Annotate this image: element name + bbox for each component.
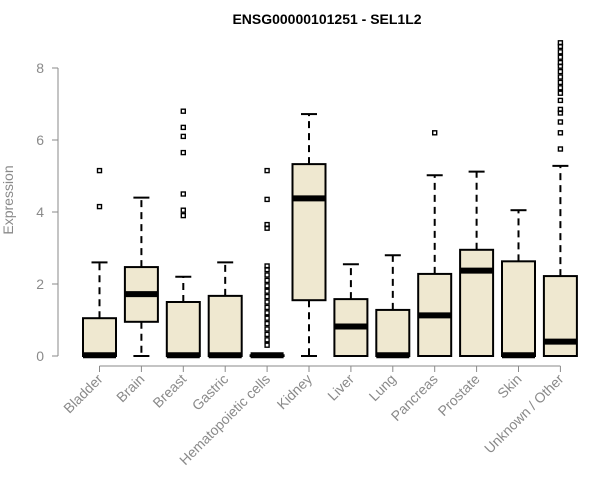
- y-tick-label: 8: [36, 60, 44, 76]
- y-axis-label: Expression: [0, 165, 16, 234]
- outlier-point: [96, 203, 103, 210]
- outlier-point: [557, 79, 564, 86]
- x-tick-label: Lung: [366, 371, 399, 404]
- x-tick-label: Prostate: [435, 371, 483, 419]
- box-prostate: [459, 170, 495, 357]
- y-tick-label: 2: [36, 276, 44, 292]
- outlier-point: [264, 320, 270, 327]
- chart-title: ENSG00000101251 - SEL1L2: [232, 11, 421, 27]
- box-body: [459, 248, 495, 357]
- box-body: [82, 317, 117, 358]
- box-lung: [375, 254, 411, 359]
- outlier-point: [264, 196, 270, 203]
- box-breast: [165, 108, 201, 359]
- box-body: [207, 294, 243, 358]
- outlier-point: [264, 315, 270, 321]
- outlier-point: [264, 263, 270, 269]
- outlier-point: [180, 124, 187, 131]
- outlier-point: [264, 272, 270, 278]
- x-tick-label: Unknown / Other: [481, 371, 567, 457]
- outlier-point: [264, 304, 270, 311]
- outlier-point: [264, 299, 270, 305]
- outlier-point: [557, 106, 564, 113]
- outlier-point: [264, 326, 270, 332]
- y-tick-label: 6: [36, 132, 44, 148]
- outlier-point: [264, 288, 270, 294]
- outlier-point: [264, 337, 270, 343]
- outlier-point: [432, 130, 438, 136]
- outlier-point: [557, 59, 564, 66]
- box-body: [501, 260, 536, 358]
- x-tick-label: Breast: [149, 371, 189, 411]
- box-pancreas: [417, 130, 453, 358]
- outlier-point: [180, 133, 187, 140]
- outlier-point: [264, 293, 270, 300]
- box-kidney: [291, 113, 327, 357]
- box-body: [375, 308, 411, 358]
- outlier-point: [264, 342, 270, 348]
- outlier-point: [180, 108, 187, 114]
- box-skin: [501, 209, 536, 359]
- outlier-point: [557, 90, 564, 96]
- x-tick-label: Brain: [113, 371, 147, 405]
- outlier-point: [264, 310, 270, 316]
- outlier-point: [180, 212, 187, 219]
- y-tick-label: 4: [36, 204, 44, 220]
- x-tick-label: Bladder: [60, 371, 106, 417]
- outlier-point: [557, 54, 564, 60]
- box-gastric: [207, 261, 243, 359]
- outlier-point: [557, 68, 564, 75]
- outlier-point: [264, 283, 270, 289]
- outlier-point: [557, 49, 564, 55]
- outlier-point: [264, 331, 270, 338]
- outlier-point: [264, 221, 270, 228]
- outlier-point: [557, 119, 564, 125]
- outlier-point: [557, 146, 564, 152]
- x-tick-label: Liver: [324, 371, 357, 404]
- outlier-point: [96, 167, 103, 174]
- x-tick-label: Pancreas: [388, 371, 441, 424]
- x-tick-label: Kidney: [274, 371, 316, 413]
- outlier-point: [264, 167, 270, 174]
- outlier-point: [180, 191, 187, 197]
- box-body: [165, 301, 201, 357]
- outlier-point: [180, 149, 187, 156]
- outlier-point: [557, 40, 564, 46]
- box-hematopoietic-cells: [249, 167, 285, 359]
- outlier-point: [180, 207, 187, 213]
- y-tick-label: 0: [36, 348, 44, 364]
- y-axis: 0 2 4 6 8: [36, 60, 59, 364]
- outlier-point: [264, 277, 270, 284]
- outlier-point: [557, 85, 564, 91]
- box-brain: [123, 196, 159, 357]
- x-tick-label: Skin: [494, 371, 525, 402]
- outlier-point: [557, 97, 564, 104]
- boxes-layer: [82, 40, 578, 359]
- box-unknown-other: [542, 40, 578, 357]
- box-liver: [333, 263, 369, 357]
- outlier-point: [557, 130, 564, 136]
- outlier-point: [557, 74, 564, 80]
- box-bladder: [82, 167, 117, 359]
- box-body: [291, 163, 327, 302]
